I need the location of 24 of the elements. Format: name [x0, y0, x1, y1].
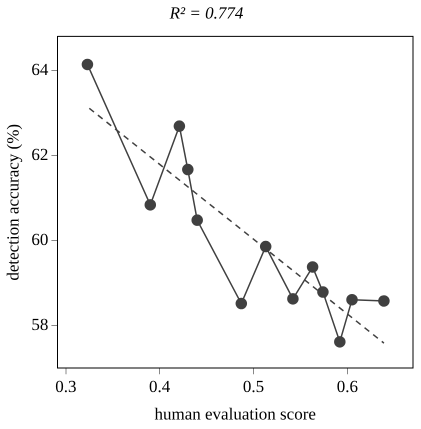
x-tick-label: 0.5: [242, 376, 264, 396]
y-tick-label: 58: [31, 315, 48, 334]
point: [174, 120, 186, 132]
point: [346, 294, 358, 306]
x-tick-label: 0.3: [55, 376, 76, 396]
point: [287, 293, 299, 305]
point: [334, 336, 346, 348]
point: [317, 286, 329, 298]
x-tick-label: 0.6: [336, 376, 358, 396]
y-tick-label: 62: [31, 144, 48, 164]
point: [260, 240, 272, 252]
chart-title: R² = 0.774: [168, 4, 244, 23]
x-tick-label: 0.4: [149, 376, 171, 396]
point: [191, 214, 203, 226]
x-axis-title: human evaluation score: [154, 404, 316, 424]
point: [144, 199, 156, 211]
point: [236, 298, 248, 310]
point: [378, 295, 390, 307]
y-axis-title: detection accuracy (%): [4, 124, 23, 281]
point: [182, 164, 194, 176]
y-tick-label: 64: [31, 60, 49, 79]
point: [306, 261, 318, 273]
point: [82, 58, 94, 70]
y-tick-label: 60: [31, 230, 48, 250]
